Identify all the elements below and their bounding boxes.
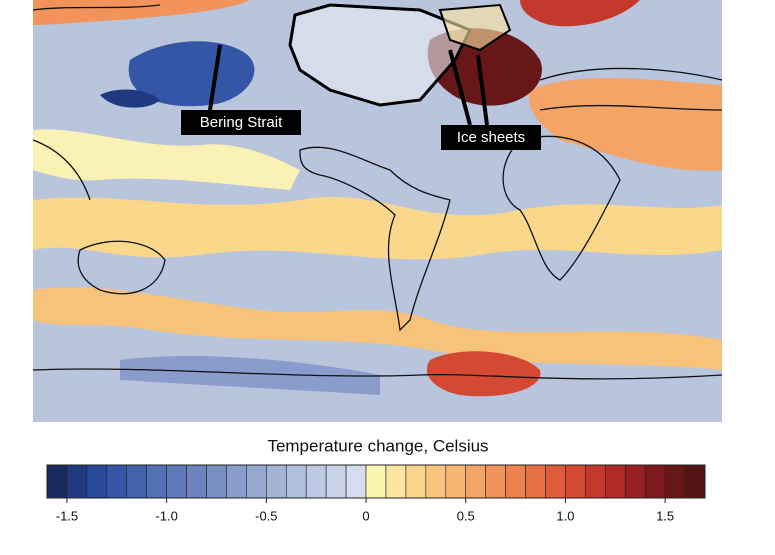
colorbar-swatch [405,464,427,499]
tick-label: -1.5 [56,508,78,523]
coastline [502,135,621,281]
colorbar-swatch [585,464,606,499]
colorbar-swatch [465,464,486,499]
warm-region [33,0,250,25]
ice-sheet [438,3,512,52]
colorbar-swatch [285,464,307,499]
tick-label: -0.5 [255,508,277,523]
colorbar-swatch [46,464,68,499]
colorbar-swatch [146,464,167,499]
coastline [32,4,161,201]
colorbar-swatch [664,464,686,499]
colorbar-swatch [345,464,367,499]
colorbar-swatch [86,464,108,499]
colorbar-swatch [246,464,267,499]
colorbar-swatch [226,464,247,499]
tick-label: 0.5 [457,508,475,523]
colorbar-swatch [126,464,147,499]
colorbar-swatch [305,464,327,499]
colorbar-frame [46,464,706,499]
coastline [32,368,723,380]
colorbar-swatch [505,464,526,499]
warm-region [520,0,640,27]
colorbar-swatch [166,464,187,499]
warm-band [33,129,300,190]
colorbar-swatch [624,464,646,499]
pointer [448,49,472,126]
warm-band [33,287,722,370]
label-box [441,125,541,150]
pointer [208,44,222,111]
warm-region [529,78,722,171]
colorbar-swatch [325,464,347,499]
map: Bering Strait Ice sheets [32,0,723,422]
colorbar-swatch [186,464,207,499]
colorbar-swatch [445,464,467,499]
label-box [181,110,301,135]
tick-label: 1.5 [656,508,674,523]
tick-label: 1.0 [556,508,574,523]
pointer [476,54,489,126]
colorbar-swatch [385,464,407,499]
colorbar-title: Temperature change, Celsius [267,436,488,455]
colorbar-swatch [684,464,706,499]
ice-sheet [288,3,473,107]
colorbar-swatch [66,464,88,499]
map-label: Ice sheets [457,129,525,146]
colorbar-swatch [266,464,287,499]
coastline [299,146,451,332]
colorbar-swatch [605,464,626,499]
colorbar-swatch [425,464,447,499]
cold-region [100,89,160,108]
colorbar-swatch [365,464,387,499]
map-label: Bering Strait [200,114,283,131]
warm-region [426,351,541,397]
coastline [77,240,166,295]
colorbar-swatch [644,464,666,499]
warm-band [33,196,722,260]
colorbar-swatch [525,464,546,499]
cold-region [128,41,255,107]
tick-label: -1.0 [155,508,177,523]
colorbar: -1.5 -1.0 -0.5 0 0.5 1.0 1.5 [46,464,706,523]
colorbar-swatch [565,464,586,499]
colorbar-swatch [106,464,128,499]
colorbar-swatch [485,464,506,499]
colorbar-swatch [545,464,566,499]
tick-label: 0 [362,508,369,523]
coastline [539,67,723,111]
cold-region [120,355,380,395]
colorbar-swatch [206,464,227,499]
